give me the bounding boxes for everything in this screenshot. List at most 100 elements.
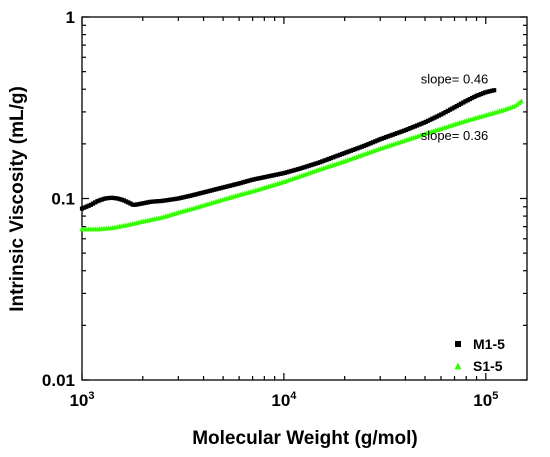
data-point	[165, 197, 171, 203]
data-point	[112, 196, 118, 201]
data-point	[419, 121, 424, 126]
data-point	[280, 171, 285, 176]
data-point	[317, 160, 323, 165]
data-point	[269, 173, 274, 178]
data-point	[79, 206, 85, 211]
x-tick-label: 103	[69, 390, 94, 410]
series-S1-5	[79, 98, 524, 232]
slope-annotation: slope= 0.46	[421, 72, 489, 87]
data-point	[172, 196, 177, 202]
data-point	[408, 126, 413, 131]
slope-annotation: slope= 0.36	[421, 128, 489, 143]
data-point	[467, 96, 472, 102]
data-point	[214, 187, 219, 192]
data-point	[339, 151, 345, 157]
data-point	[463, 99, 468, 104]
data-point	[117, 196, 122, 202]
data-point	[121, 198, 126, 203]
data-point	[458, 101, 464, 106]
data-point	[225, 184, 230, 189]
data-point	[141, 201, 146, 206]
data-point	[143, 200, 149, 205]
data-point	[106, 195, 111, 201]
y-tick-label: 0.1	[51, 190, 75, 209]
data-point	[262, 174, 268, 180]
data-point	[375, 138, 380, 143]
data-point	[414, 123, 420, 128]
data-point	[441, 111, 446, 116]
data-point	[295, 167, 301, 172]
data-point	[247, 178, 252, 183]
data-point	[101, 196, 107, 201]
data-point	[278, 171, 283, 176]
data-point	[344, 150, 349, 155]
data-point	[260, 175, 265, 180]
data-point	[324, 157, 329, 162]
data-point	[492, 88, 497, 93]
data-point	[256, 176, 261, 181]
legend-marker	[455, 341, 461, 347]
data-point	[430, 116, 435, 121]
y-tick-label: 1	[66, 8, 75, 27]
data-point	[489, 88, 495, 93]
data-point	[401, 128, 406, 133]
data-point	[289, 168, 294, 174]
data-point	[322, 158, 327, 163]
data-point	[152, 199, 157, 204]
data-point	[370, 140, 376, 145]
x-tick-label: 105	[473, 390, 498, 410]
data-point	[97, 198, 102, 203]
data-point	[187, 193, 193, 198]
data-point	[328, 156, 334, 161]
data-point	[88, 202, 93, 207]
data-point	[229, 183, 234, 188]
data-point	[291, 168, 296, 173]
data-point	[209, 188, 215, 193]
data-point	[194, 192, 199, 197]
y-axis-title: Intrinsic Viscosity (mL/g)	[7, 86, 28, 312]
data-point	[364, 142, 369, 148]
data-point	[518, 98, 524, 104]
data-point	[150, 199, 155, 204]
data-point	[126, 200, 131, 205]
data-point	[300, 165, 305, 170]
data-point	[417, 122, 422, 127]
data-point	[216, 186, 221, 191]
data-point	[174, 196, 179, 201]
data-point	[183, 194, 188, 199]
data-point	[428, 117, 433, 122]
data-point	[218, 185, 223, 191]
data-point	[485, 89, 490, 94]
data-point	[196, 191, 201, 196]
data-point	[478, 92, 484, 97]
data-point	[315, 160, 320, 166]
data-point	[447, 107, 453, 112]
data-point	[249, 177, 254, 183]
data-point	[251, 177, 257, 182]
data-point	[399, 129, 404, 134]
data-point	[348, 148, 353, 153]
data-point	[392, 131, 398, 137]
data-point	[381, 135, 387, 141]
data-point	[93, 200, 98, 205]
data-point	[359, 144, 365, 149]
data-point	[362, 143, 367, 148]
data-point	[236, 181, 241, 186]
x-tick-label: 104	[271, 390, 297, 410]
data-point	[410, 125, 415, 130]
data-point	[95, 199, 100, 204]
series-layer	[79, 88, 524, 232]
data-point	[366, 141, 371, 147]
data-point	[130, 202, 135, 207]
data-point	[157, 199, 162, 204]
data-point	[377, 137, 382, 142]
data-point	[335, 153, 340, 158]
data-point	[201, 190, 206, 195]
data-point	[436, 113, 442, 118]
data-point	[276, 172, 281, 177]
data-point	[395, 131, 400, 136]
data-point	[423, 119, 428, 124]
data-point	[465, 98, 470, 103]
data-point	[108, 195, 113, 200]
x-axis-title: Molecular Weight (g/mol)	[192, 428, 418, 449]
